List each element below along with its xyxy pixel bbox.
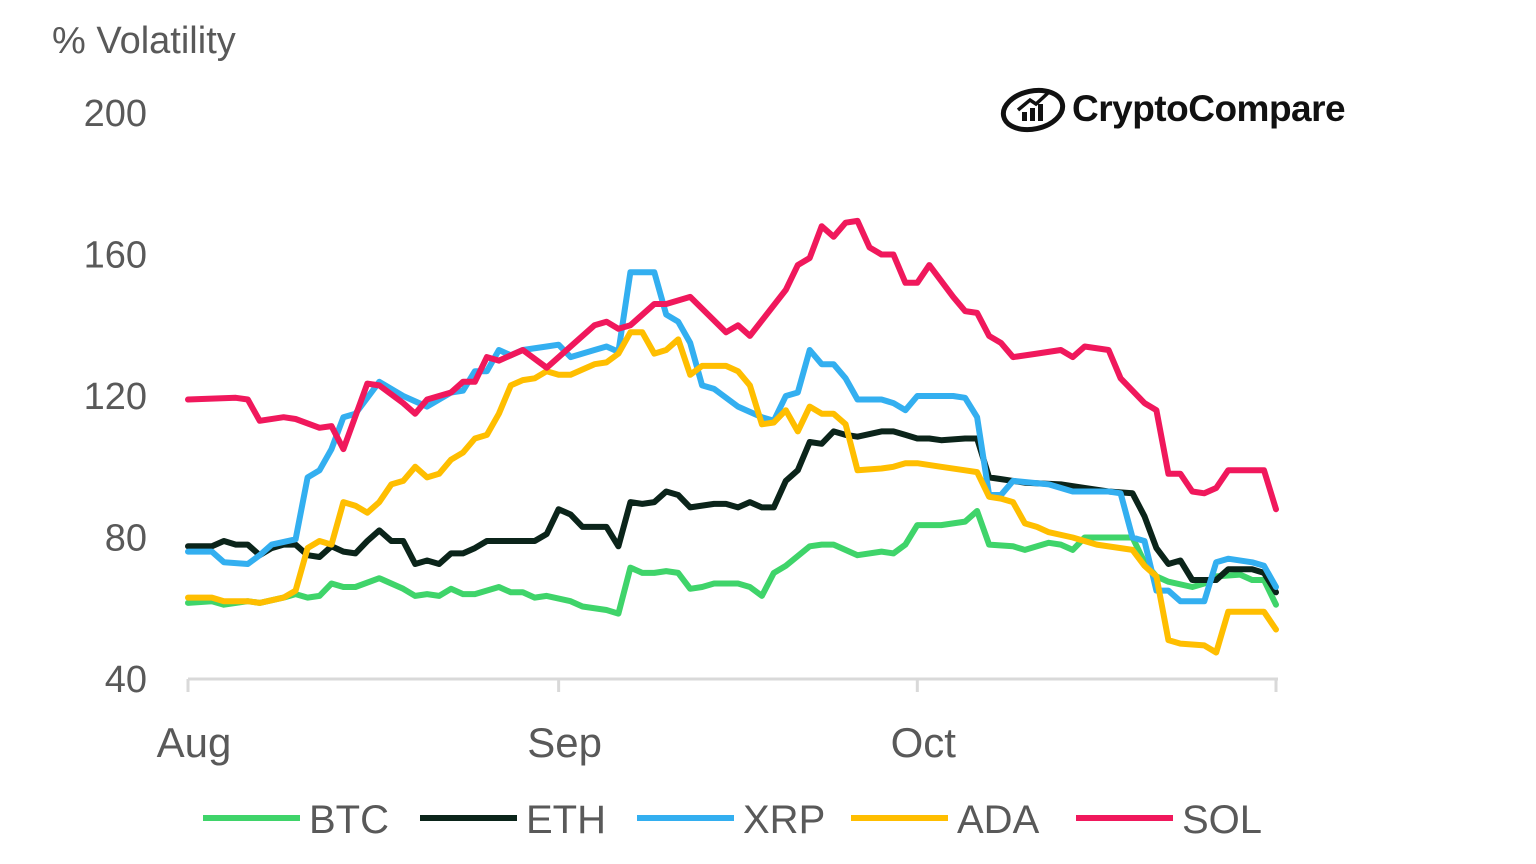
- legend-label-btc: BTC: [309, 798, 389, 842]
- y-tick-label: 120: [84, 376, 147, 418]
- y-tick-label: 200: [84, 93, 147, 135]
- series-line-xrp: [185, 269, 1279, 605]
- logo-chart-icon: [1000, 87, 1066, 133]
- legend-label-eth: ETH: [526, 798, 606, 842]
- legend-label-sol: SOL: [1182, 798, 1262, 842]
- series-line-btc: [185, 508, 1279, 617]
- series-line-sol: [185, 217, 1279, 513]
- series-line-eth: [185, 428, 1279, 596]
- cryptocompare-logo: CryptoCompare: [1000, 84, 1346, 134]
- y-axis-title: % Volatility: [52, 20, 236, 62]
- x-tick-label: Sep: [527, 719, 602, 766]
- x-tick-label: Oct: [891, 719, 957, 766]
- legend-label-xrp: XRP: [743, 798, 825, 842]
- logo-text: CryptoCompare: [1072, 88, 1346, 129]
- legend-label-ada: ADA: [957, 798, 1040, 842]
- y-tick-label: 160: [84, 235, 147, 277]
- x-tick-label: Aug: [157, 719, 232, 766]
- y-tick-label: 40: [105, 659, 147, 701]
- y-tick-label: 80: [105, 518, 147, 560]
- series-line-ada: [185, 329, 1279, 656]
